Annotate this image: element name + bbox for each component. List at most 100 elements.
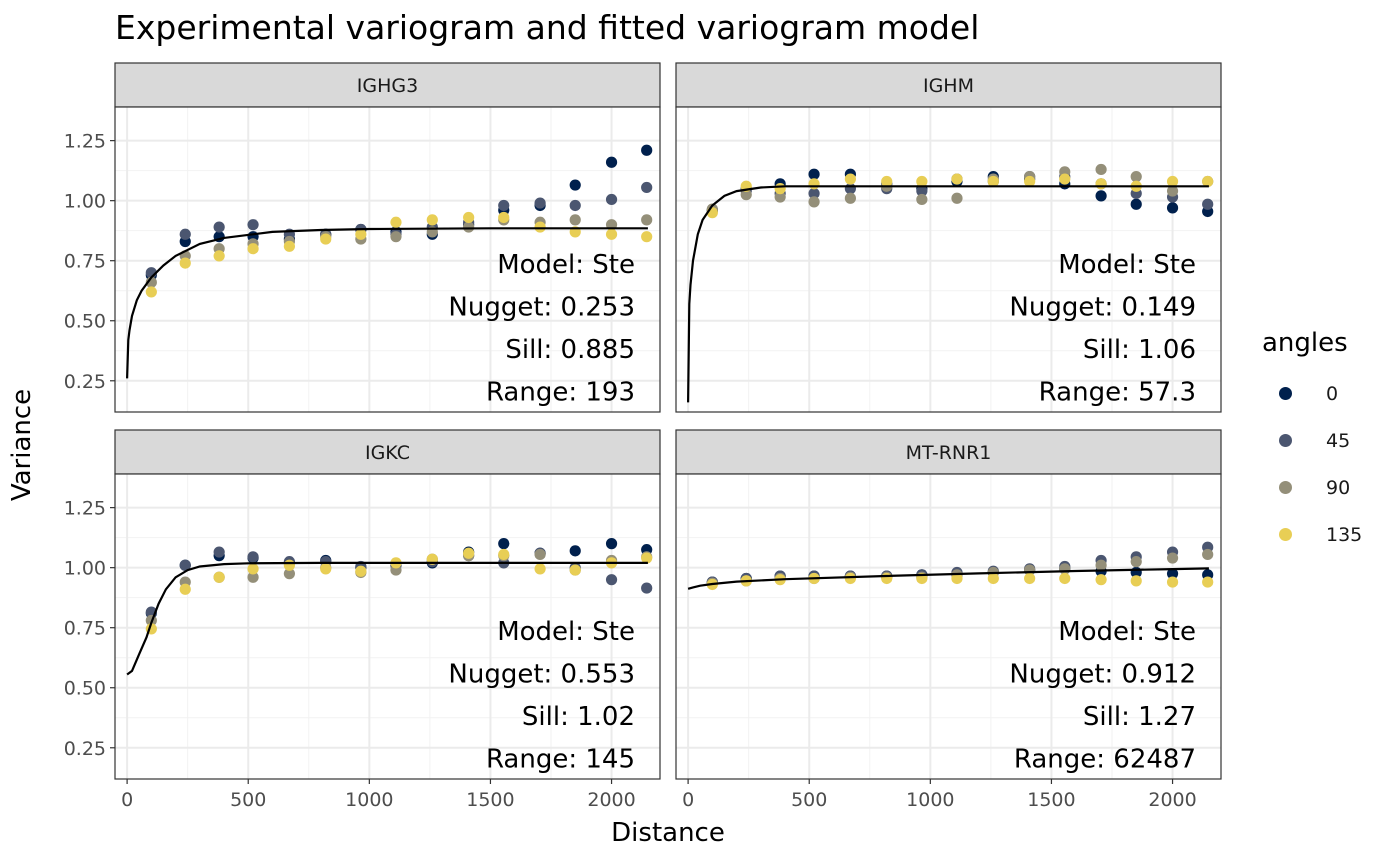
panel-background: [115, 474, 660, 779]
point-angle-90: [916, 193, 928, 206]
point-angle-45: [179, 559, 191, 571]
point-angle-135: [534, 221, 546, 233]
point-angle-0: [808, 168, 820, 180]
point-angle-45: [605, 574, 618, 586]
point-angle-135: [320, 233, 332, 245]
point-angle-90: [808, 196, 820, 208]
x-tick-label: 0: [682, 789, 694, 811]
legend-key-45: [1279, 434, 1292, 447]
point-angle-45: [213, 221, 225, 233]
point-angle-45: [213, 546, 225, 558]
point-angle-135: [605, 228, 618, 240]
point-angle-0: [1130, 198, 1142, 210]
point-angle-135: [355, 228, 367, 240]
point-angle-135: [355, 565, 367, 577]
point-angle-45: [641, 181, 653, 194]
point-angle-135: [247, 243, 259, 255]
point-angle-45: [498, 199, 510, 212]
point-angle-135: [534, 563, 546, 575]
y-tick-label: 0.75: [64, 618, 106, 640]
fitted-model-line: [126, 561, 648, 676]
point-angle-135: [641, 231, 653, 243]
point-angle-0: [605, 538, 618, 550]
point-angle-135: [283, 559, 295, 571]
point-angle-45: [534, 197, 546, 209]
point-angle-135: [145, 286, 157, 298]
point-angle-90: [247, 571, 259, 583]
legend-label-0: 0: [1326, 382, 1339, 405]
model-annotation: Sill: 1.02: [522, 702, 635, 732]
point-angle-135: [1095, 178, 1107, 190]
point-angle-135: [390, 216, 402, 228]
point-angle-135: [1059, 173, 1071, 185]
point-angle-135: [1059, 572, 1071, 585]
x-tick-label: 0: [121, 789, 133, 811]
model-annotation: Sill: 1.06: [1083, 335, 1196, 365]
point-angle-135: [179, 583, 191, 595]
chart-title: Experimental variogram and fitted variog…: [115, 8, 980, 47]
legend-key-135: [1279, 528, 1292, 541]
model-annotation: Range: 62487: [1014, 745, 1196, 775]
model-annotation: Range: 57.3: [1039, 378, 1196, 408]
point-angle-135: [213, 250, 225, 262]
x-axis-label: Distance: [611, 818, 725, 848]
point-angle-90: [844, 192, 857, 204]
point-angle-135: [844, 173, 857, 185]
point-angle-45: [1202, 198, 1214, 210]
point-angle-135: [951, 173, 963, 185]
y-tick-label: 1.25: [64, 498, 106, 520]
point-angle-135: [179, 257, 191, 269]
point-angle-90: [774, 191, 786, 203]
fitted-model-line: [687, 185, 1209, 403]
model-annotation: Nugget: 0.253: [448, 293, 635, 323]
point-angle-90: [1095, 559, 1107, 571]
model-annotation: Nugget: 0.553: [448, 660, 635, 690]
point-angle-135: [641, 552, 653, 564]
point-angle-135: [808, 178, 820, 190]
legend-item-0: 0: [1262, 370, 1362, 417]
y-tick-label: 0.75: [64, 251, 106, 273]
point-angle-0: [641, 144, 653, 156]
legend-title: angles: [1262, 328, 1348, 358]
x-tick-label: 2000: [587, 789, 635, 811]
panel-background: [676, 474, 1221, 779]
panel-border: [114, 106, 661, 413]
legend-label-135: 135: [1326, 523, 1363, 546]
model-annotation: Model: Ste: [497, 617, 635, 647]
point-angle-0: [498, 538, 510, 550]
facet-strip-label: MT-RNR1: [906, 442, 992, 464]
point-angle-45: [569, 199, 581, 212]
model-annotation: Sill: 1.27: [1083, 702, 1196, 732]
point-angle-0: [569, 545, 581, 557]
point-angle-135: [881, 572, 893, 585]
point-angle-90: [463, 221, 475, 233]
legend-item-45: 45: [1262, 417, 1362, 464]
point-angle-90: [283, 568, 295, 580]
point-angle-135: [320, 563, 332, 575]
point-angle-0: [605, 156, 618, 168]
model-annotation: Range: 193: [486, 378, 635, 408]
point-angle-45: [916, 185, 928, 197]
legend-item-90: 90: [1262, 464, 1362, 511]
point-angle-90: [569, 214, 581, 226]
point-angle-90: [1202, 548, 1214, 561]
point-angle-135: [774, 183, 786, 195]
panel-ighm: IGHM Model: Ste Nugget: 0.149 Sill: 1.06 Ran…: [675, 62, 1222, 413]
point-angle-45: [247, 219, 259, 231]
model-annotation: Range: 145: [486, 745, 635, 775]
point-angle-90: [641, 214, 653, 226]
panel-background: [676, 107, 1221, 412]
panel-mt-rnr1: MT-RNR1 0 500 1000 1500 2000 Model: Ste Nugget:…: [675, 429, 1222, 811]
point-angle-90: [534, 548, 546, 561]
point-angle-135: [987, 175, 999, 188]
point-angle-90: [390, 231, 402, 243]
point-angle-90: [1095, 163, 1107, 176]
point-angle-90: [951, 192, 963, 204]
model-annotation: Model: Ste: [1058, 250, 1196, 280]
point-angle-0: [569, 179, 581, 191]
y-tick-label: 0.50: [64, 311, 106, 333]
model-annotation: Model: Ste: [497, 250, 635, 280]
facet-strip: [675, 429, 1222, 475]
fitted-model-line: [126, 227, 648, 379]
